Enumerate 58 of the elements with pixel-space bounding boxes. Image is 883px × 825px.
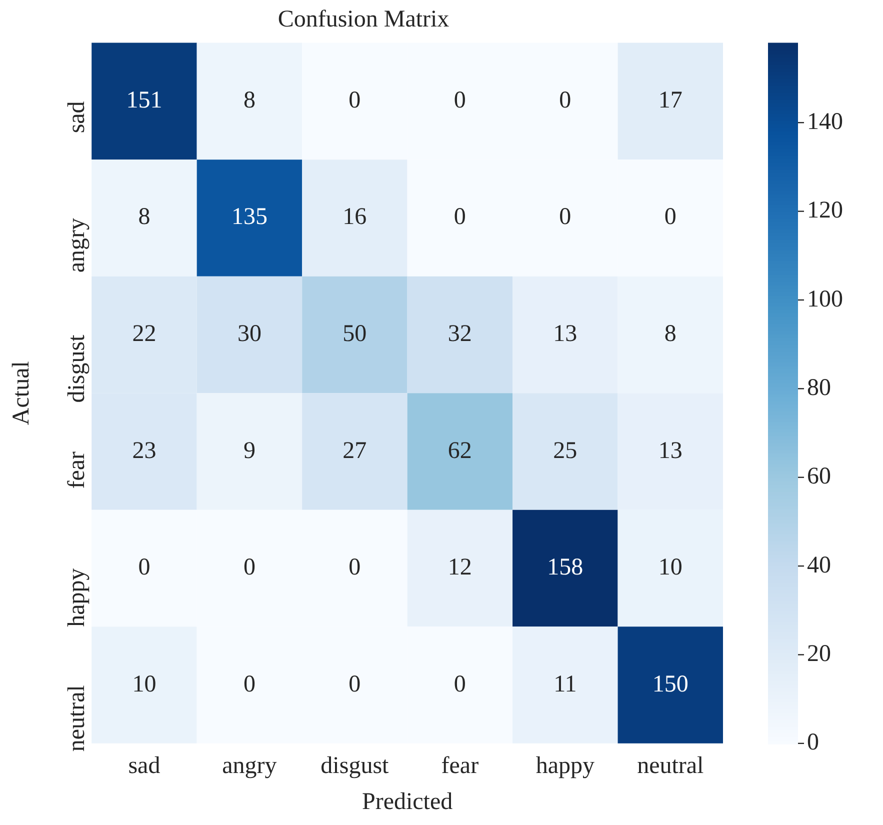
data-label: 0 [243,554,256,581]
y-axis-title: Actual [8,360,35,426]
y-tick-label: fear [64,451,90,489]
data-label: 62 [448,438,472,464]
color-bar-label: 60 [807,464,831,490]
data-label: 16 [342,204,367,230]
data-label: 0 [348,554,361,581]
data-label: 0 [559,204,572,230]
data-label: 135 [231,204,268,230]
x-tick-label: neutral [637,753,704,780]
y-tick-label: sad [64,101,90,134]
data-label: 32 [448,321,472,348]
color-bar-label: 0 [807,730,819,756]
data-label: 22 [132,321,156,348]
y-tick-label: disgust [64,334,90,403]
y-tick-label: happy [64,568,90,627]
data-label: 0 [559,87,572,114]
data-label: 0 [454,87,466,114]
data-label: 10 [132,671,156,698]
data-label: 0 [454,671,466,698]
data-label: 8 [138,204,150,230]
data-label: 150 [652,671,688,698]
data-label: 27 [342,438,367,464]
data-label: 9 [243,438,256,464]
data-label: 0 [138,554,150,581]
data-label: 158 [547,554,584,581]
color-bar-label: 140 [807,108,843,135]
data-label: 50 [342,321,367,348]
color-bar-label: 80 [807,374,831,401]
y-tick-label: angry [64,218,90,273]
chart-title: Confusion Matrix [278,6,450,33]
color-bar-label: 120 [807,198,843,224]
color-bar-label: 40 [807,552,831,578]
data-label: 13 [658,438,682,464]
data-label: 0 [348,671,361,698]
data-label: 10 [658,554,682,581]
x-axis-title: Predicted [362,788,453,815]
data-label: 0 [454,204,466,230]
data-label: 0 [664,204,676,230]
color-bar-label: 100 [807,286,843,312]
color-bar-label: 20 [807,641,831,668]
data-label: 11 [554,671,577,698]
data-label: 12 [448,554,472,581]
x-tick-label: fear [441,753,479,780]
x-tick-label: happy [536,753,594,780]
data-label: 17 [658,87,682,114]
data-label: 8 [664,321,676,348]
data-label: 0 [348,87,361,114]
data-label: 23 [132,438,156,464]
data-label: 151 [126,87,162,114]
data-label: 0 [243,671,256,698]
x-tick-label: disgust [320,753,390,780]
x-tick-label: sad [128,753,160,780]
data-label: 8 [243,87,256,114]
x-tick-label: angry [222,753,277,780]
data-label: 25 [553,438,578,464]
data-label: 30 [237,321,262,348]
data-label: 13 [553,321,578,348]
